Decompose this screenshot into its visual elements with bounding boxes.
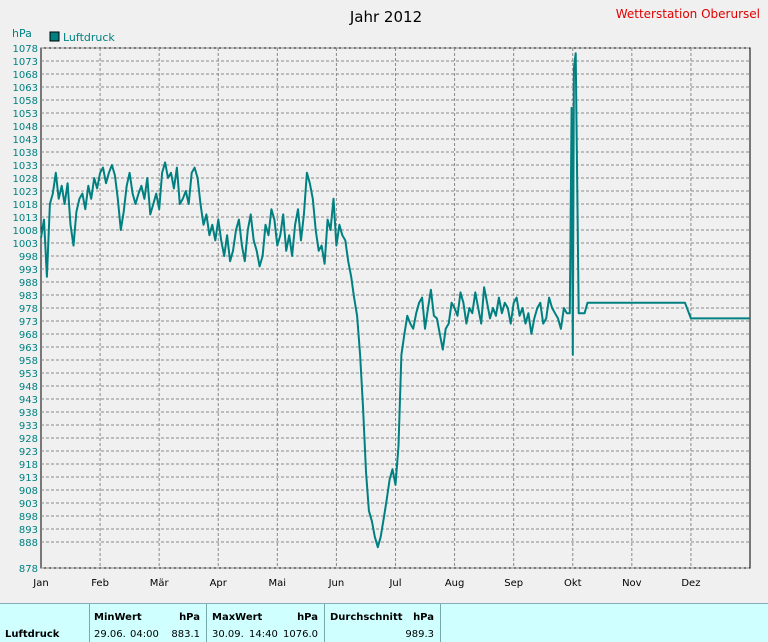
y-tick-label: 1028 bbox=[13, 174, 38, 185]
y-tick-label: 893 bbox=[19, 525, 38, 536]
x-tick-label: Mai bbox=[269, 578, 287, 589]
x-tick-label: Nov bbox=[622, 578, 642, 589]
y-tick-label: 1008 bbox=[13, 226, 38, 237]
y-axis-ticks: 1078 1073 1068 1063 1058 1053 1048 1043 1038 1033… bbox=[13, 44, 38, 575]
max-time: 14:40 bbox=[249, 629, 278, 640]
y-tick-label: 878 bbox=[19, 564, 38, 575]
y-tick-label: 1068 bbox=[13, 70, 38, 81]
y-tick-label: 898 bbox=[19, 512, 38, 523]
x-tick-label: Aug bbox=[445, 578, 465, 589]
min-time: 04:00 bbox=[130, 629, 159, 640]
stats-avg-cell: Durchschnitt hPa 989.3 bbox=[325, 604, 441, 642]
x-tick-label: Apr bbox=[210, 578, 228, 589]
y-tick-label: 1003 bbox=[13, 239, 38, 250]
legend: Luftdruck bbox=[49, 31, 115, 44]
stats-row-label-cell: Luftdruck bbox=[0, 604, 90, 642]
y-tick-label: 1033 bbox=[13, 161, 38, 172]
stats-row-label: Luftdruck bbox=[5, 629, 60, 640]
x-tick-label: Sep bbox=[504, 578, 523, 589]
y-tick-label: 958 bbox=[19, 356, 38, 367]
station-name: Wetterstation Oberursel bbox=[616, 7, 760, 21]
x-axis-ticks: Jan Feb Mär Apr Mai Jun Jul Aug Sep Okt Nov Dez bbox=[32, 578, 700, 589]
x-tick-label: Jan bbox=[32, 578, 48, 589]
y-tick-label: 1048 bbox=[13, 122, 38, 133]
y-tick-label: 1078 bbox=[13, 44, 38, 55]
y-tick-label: 943 bbox=[19, 395, 38, 406]
min-value: 883.1 bbox=[171, 629, 200, 640]
series-line-luftdruck bbox=[40, 52, 750, 549]
y-tick-label: 993 bbox=[19, 265, 38, 276]
stats-max-cell: MaxWert hPa 30.09. 14:40 1076.0 bbox=[207, 604, 325, 642]
max-value: 1076.0 bbox=[283, 629, 318, 640]
y-axis-unit: hPa bbox=[12, 27, 32, 40]
avg-unit: hPa bbox=[413, 612, 434, 623]
y-tick-label: 968 bbox=[19, 330, 38, 341]
y-tick-label: 1073 bbox=[13, 57, 38, 68]
series-layer bbox=[40, 52, 750, 549]
y-tick-label: 913 bbox=[19, 473, 38, 484]
y-tick-label: 973 bbox=[19, 317, 38, 328]
y-tick-label: 978 bbox=[19, 304, 38, 315]
y-tick-label: 948 bbox=[19, 382, 38, 393]
y-tick-label: 938 bbox=[19, 408, 38, 419]
x-tick-label: Okt bbox=[564, 578, 582, 589]
y-tick-label: 953 bbox=[19, 369, 38, 380]
y-tick-label: 1023 bbox=[13, 187, 38, 198]
min-unit: hPa bbox=[179, 612, 200, 623]
y-tick-label: 983 bbox=[19, 291, 38, 302]
x-tick-label: Dez bbox=[681, 578, 700, 589]
grid bbox=[41, 47, 750, 569]
x-tick-label: Jul bbox=[388, 578, 401, 589]
stats-min-cell: MinWert hPa 29.06. 04:00 883.1 bbox=[90, 604, 207, 642]
y-tick-label: 1063 bbox=[13, 83, 38, 94]
max-date: 30.09. bbox=[212, 629, 244, 640]
stats-panel: Luftdruck MinWert hPa 29.06. 04:00 883.1… bbox=[0, 603, 768, 642]
max-unit: hPa bbox=[297, 612, 318, 623]
y-tick-label: 1053 bbox=[13, 109, 38, 120]
chart-title: Jahr 2012 bbox=[349, 8, 422, 26]
x-tick-label: Feb bbox=[91, 578, 109, 589]
min-label: MinWert bbox=[94, 612, 142, 623]
y-tick-label: 933 bbox=[19, 421, 38, 432]
y-tick-label: 908 bbox=[19, 486, 38, 497]
y-tick-label: 1058 bbox=[13, 96, 38, 107]
chart: Jahr 2012 Wetterstation Oberursel hPa Lu… bbox=[12, 7, 760, 589]
y-tick-label: 888 bbox=[19, 538, 38, 549]
min-date: 29.06. bbox=[94, 629, 126, 640]
legend-swatch-luftdruck bbox=[49, 31, 60, 42]
y-tick-label: 1013 bbox=[13, 213, 38, 224]
y-tick-label: 903 bbox=[19, 499, 38, 510]
y-tick-label: 928 bbox=[19, 434, 38, 445]
max-label: MaxWert bbox=[212, 612, 263, 623]
y-tick-label: 998 bbox=[19, 252, 38, 263]
y-tick-label: 1018 bbox=[13, 200, 38, 211]
y-tick-label: 918 bbox=[19, 460, 38, 471]
avg-label: Durchschnitt bbox=[330, 612, 403, 623]
y-tick-label: 1043 bbox=[13, 135, 38, 146]
y-tick-label: 988 bbox=[19, 278, 38, 289]
legend-label-luftdruck: Luftdruck bbox=[63, 31, 115, 44]
x-tick-label: Mär bbox=[150, 578, 170, 589]
y-tick-label: 923 bbox=[19, 447, 38, 458]
y-tick-label: 1038 bbox=[13, 148, 38, 159]
y-tick-label: 963 bbox=[19, 343, 38, 354]
avg-value: 989.3 bbox=[405, 629, 434, 640]
x-tick-label: Jun bbox=[328, 578, 345, 589]
